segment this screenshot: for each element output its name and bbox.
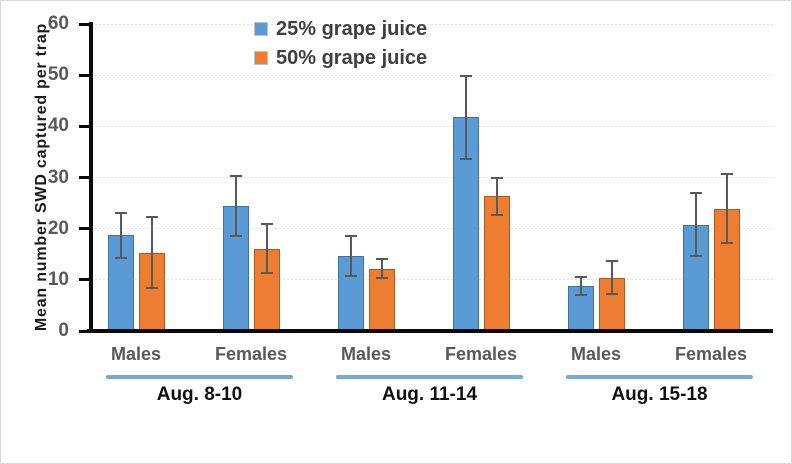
error-bar-cap-top: [114, 211, 127, 214]
y-tick-label: 20: [47, 217, 69, 239]
y-tick-mark: [79, 329, 91, 333]
category-label: Females: [674, 344, 748, 364]
legend-item-25-grape-juice: 25% grape juice: [254, 18, 427, 40]
error-bar-cap-bottom: [574, 294, 587, 297]
error-bar-cap-top: [689, 191, 702, 194]
gridline: [91, 125, 773, 127]
bar-25-grape-juice: [107, 235, 134, 331]
error-bar-cap-top: [145, 216, 158, 219]
y-tick-mark: [79, 22, 91, 26]
legend-swatch-25-grape-juice: [254, 22, 268, 36]
gridline: [91, 23, 773, 25]
error-bar-line: [265, 224, 268, 274]
bar-25-grape-juice: [567, 285, 594, 331]
y-tick-label: 40: [47, 115, 69, 137]
error-bar-cap-top: [720, 173, 733, 176]
category-label: Males: [110, 344, 162, 364]
y-tick-label: 30: [47, 166, 69, 188]
y-axis-line: [89, 22, 93, 331]
error-bar-line: [150, 217, 153, 289]
y-tick-mark: [79, 227, 91, 231]
gridline: [91, 177, 773, 178]
gridline: [91, 74, 773, 76]
error-bar-cap-bottom: [375, 277, 388, 280]
legend-label-50-grape-juice: 50% grape juice: [276, 47, 428, 69]
y-tick-label: 60: [47, 13, 69, 34]
error-bar-cap-top: [260, 223, 273, 226]
error-bar-cap-top: [574, 275, 587, 278]
error-bar-cap-bottom: [114, 256, 127, 259]
gridline: [91, 279, 773, 281]
legend-label-25-grape-juice: 25% grape juice: [276, 18, 428, 40]
error-bar-cap-top: [490, 176, 503, 179]
error-bar-cap-top: [229, 174, 242, 177]
y-tick-mark: [79, 176, 91, 179]
error-bar-cap-bottom: [459, 157, 472, 160]
error-bar-cap-top: [375, 257, 388, 260]
y-tick-mark: [79, 124, 91, 128]
error-bar-cap-top: [459, 74, 472, 77]
error-bar-cap-bottom: [490, 214, 503, 217]
y-tick-mark: [79, 278, 91, 282]
group-date-label: Aug. 11-14: [381, 384, 478, 405]
error-bar-line: [119, 212, 122, 258]
error-bar-line: [579, 276, 582, 296]
error-bar-cap-bottom: [260, 272, 273, 275]
error-bar-cap-bottom: [145, 287, 158, 290]
error-bar-line: [349, 236, 352, 277]
error-bar-line: [694, 192, 697, 257]
gridline: [91, 228, 773, 230]
group-underline: [566, 375, 753, 379]
y-tick-label: 10: [47, 268, 69, 290]
group-date-label: Aug. 8-10: [156, 384, 243, 405]
legend-item-50-grape-juice: 50% grape juice: [254, 47, 427, 69]
error-bar-cap-bottom: [229, 235, 242, 238]
group-underline: [336, 375, 523, 379]
error-bar-cap-top: [344, 235, 357, 238]
error-bar-line: [495, 177, 498, 216]
y-tick-label: 50: [47, 64, 69, 86]
error-bar-cap-bottom: [344, 275, 357, 278]
error-bar-cap-bottom: [605, 293, 618, 296]
error-bar-line: [725, 174, 728, 243]
error-bar-line: [234, 175, 237, 237]
y-tick-label: 0: [58, 320, 69, 341]
legend: 25% grape juice 50% grape juice: [254, 18, 427, 76]
category-label: Females: [214, 344, 288, 364]
error-bar-line: [464, 75, 467, 159]
bar-50-grape-juice: [483, 196, 510, 331]
error-bar-line: [610, 261, 613, 295]
category-label: Males: [340, 344, 392, 364]
category-label: Females: [444, 344, 518, 364]
error-bar-cap-bottom: [720, 241, 733, 244]
category-label: Males: [570, 344, 622, 364]
y-tick-mark: [79, 73, 91, 77]
legend-swatch-50-grape-juice: [254, 51, 268, 65]
error-bar-cap-bottom: [689, 255, 702, 258]
error-bar-cap-top: [605, 260, 618, 263]
group-date-label: Aug. 15-18: [611, 384, 708, 405]
error-bar-line: [380, 258, 383, 279]
group-underline: [106, 375, 293, 379]
x-axis-line: [87, 329, 773, 333]
